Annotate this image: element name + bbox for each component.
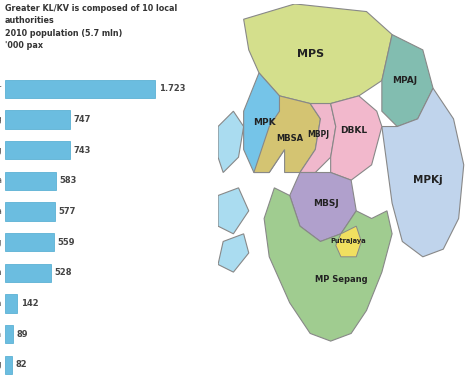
Text: MP Kajang: MP Kajang: [0, 145, 2, 154]
Bar: [5, 172, 55, 190]
Polygon shape: [218, 234, 249, 272]
Polygon shape: [382, 88, 464, 257]
Polygon shape: [336, 226, 361, 257]
Text: MPAJ: MPAJ: [392, 76, 418, 85]
Polygon shape: [218, 188, 249, 234]
Text: MP Sepang: MP Sepang: [315, 275, 367, 284]
Text: MPK: MPK: [253, 118, 275, 127]
Text: MP Subang Jaya: MP Subang Jaya: [0, 176, 2, 185]
Text: MBPJ: MBPJ: [307, 130, 329, 139]
Bar: [5, 355, 12, 374]
Text: 142: 142: [21, 299, 38, 308]
Text: MP Shah Alam: MP Shah Alam: [0, 268, 2, 277]
Polygon shape: [244, 73, 290, 172]
Text: MPKj: MPKj: [413, 175, 443, 185]
Text: Kuala Lumpur: Kuala Lumpur: [0, 84, 2, 93]
Text: Putrajaya: Putrajaya: [0, 330, 2, 339]
Text: 743: 743: [73, 145, 91, 154]
Text: 559: 559: [57, 238, 75, 247]
Polygon shape: [264, 188, 392, 341]
Polygon shape: [218, 111, 244, 172]
Text: MP Selayang: MP Selayang: [0, 238, 2, 247]
Bar: [5, 294, 17, 313]
Text: 747: 747: [73, 115, 91, 124]
Text: MP Sepang: MP Sepang: [0, 360, 2, 369]
Bar: [5, 80, 155, 98]
Text: 82: 82: [16, 360, 27, 369]
Polygon shape: [382, 34, 433, 127]
Text: MP Klang: MP Klang: [0, 115, 2, 124]
Text: MBSJ: MBSJ: [313, 199, 338, 208]
Polygon shape: [244, 4, 392, 104]
Polygon shape: [254, 96, 320, 172]
Polygon shape: [331, 96, 382, 180]
Text: MBSA: MBSA: [276, 133, 303, 143]
Bar: [5, 141, 70, 159]
Text: 89: 89: [16, 330, 28, 339]
Bar: [5, 264, 51, 282]
Text: 583: 583: [59, 176, 77, 185]
Bar: [5, 202, 55, 221]
Text: 528: 528: [55, 268, 72, 277]
Bar: [5, 233, 54, 251]
Polygon shape: [290, 172, 356, 242]
Bar: [5, 110, 70, 129]
Text: MP Ampang Jaya: MP Ampang Jaya: [0, 299, 2, 308]
Text: DBKL: DBKL: [340, 126, 367, 135]
Bar: [5, 325, 12, 343]
Text: 577: 577: [59, 207, 76, 216]
Text: Greater KL/KV is composed of 10 local
authorities
2010 population (5.7 mln)
'000: Greater KL/KV is composed of 10 local au…: [5, 4, 177, 50]
Text: 1.723: 1.723: [159, 84, 185, 93]
Text: MPS: MPS: [297, 49, 324, 59]
Text: Putrajaya: Putrajaya: [331, 239, 366, 244]
Text: MP Petaling Jaya: MP Petaling Jaya: [0, 207, 2, 216]
Polygon shape: [300, 104, 336, 172]
